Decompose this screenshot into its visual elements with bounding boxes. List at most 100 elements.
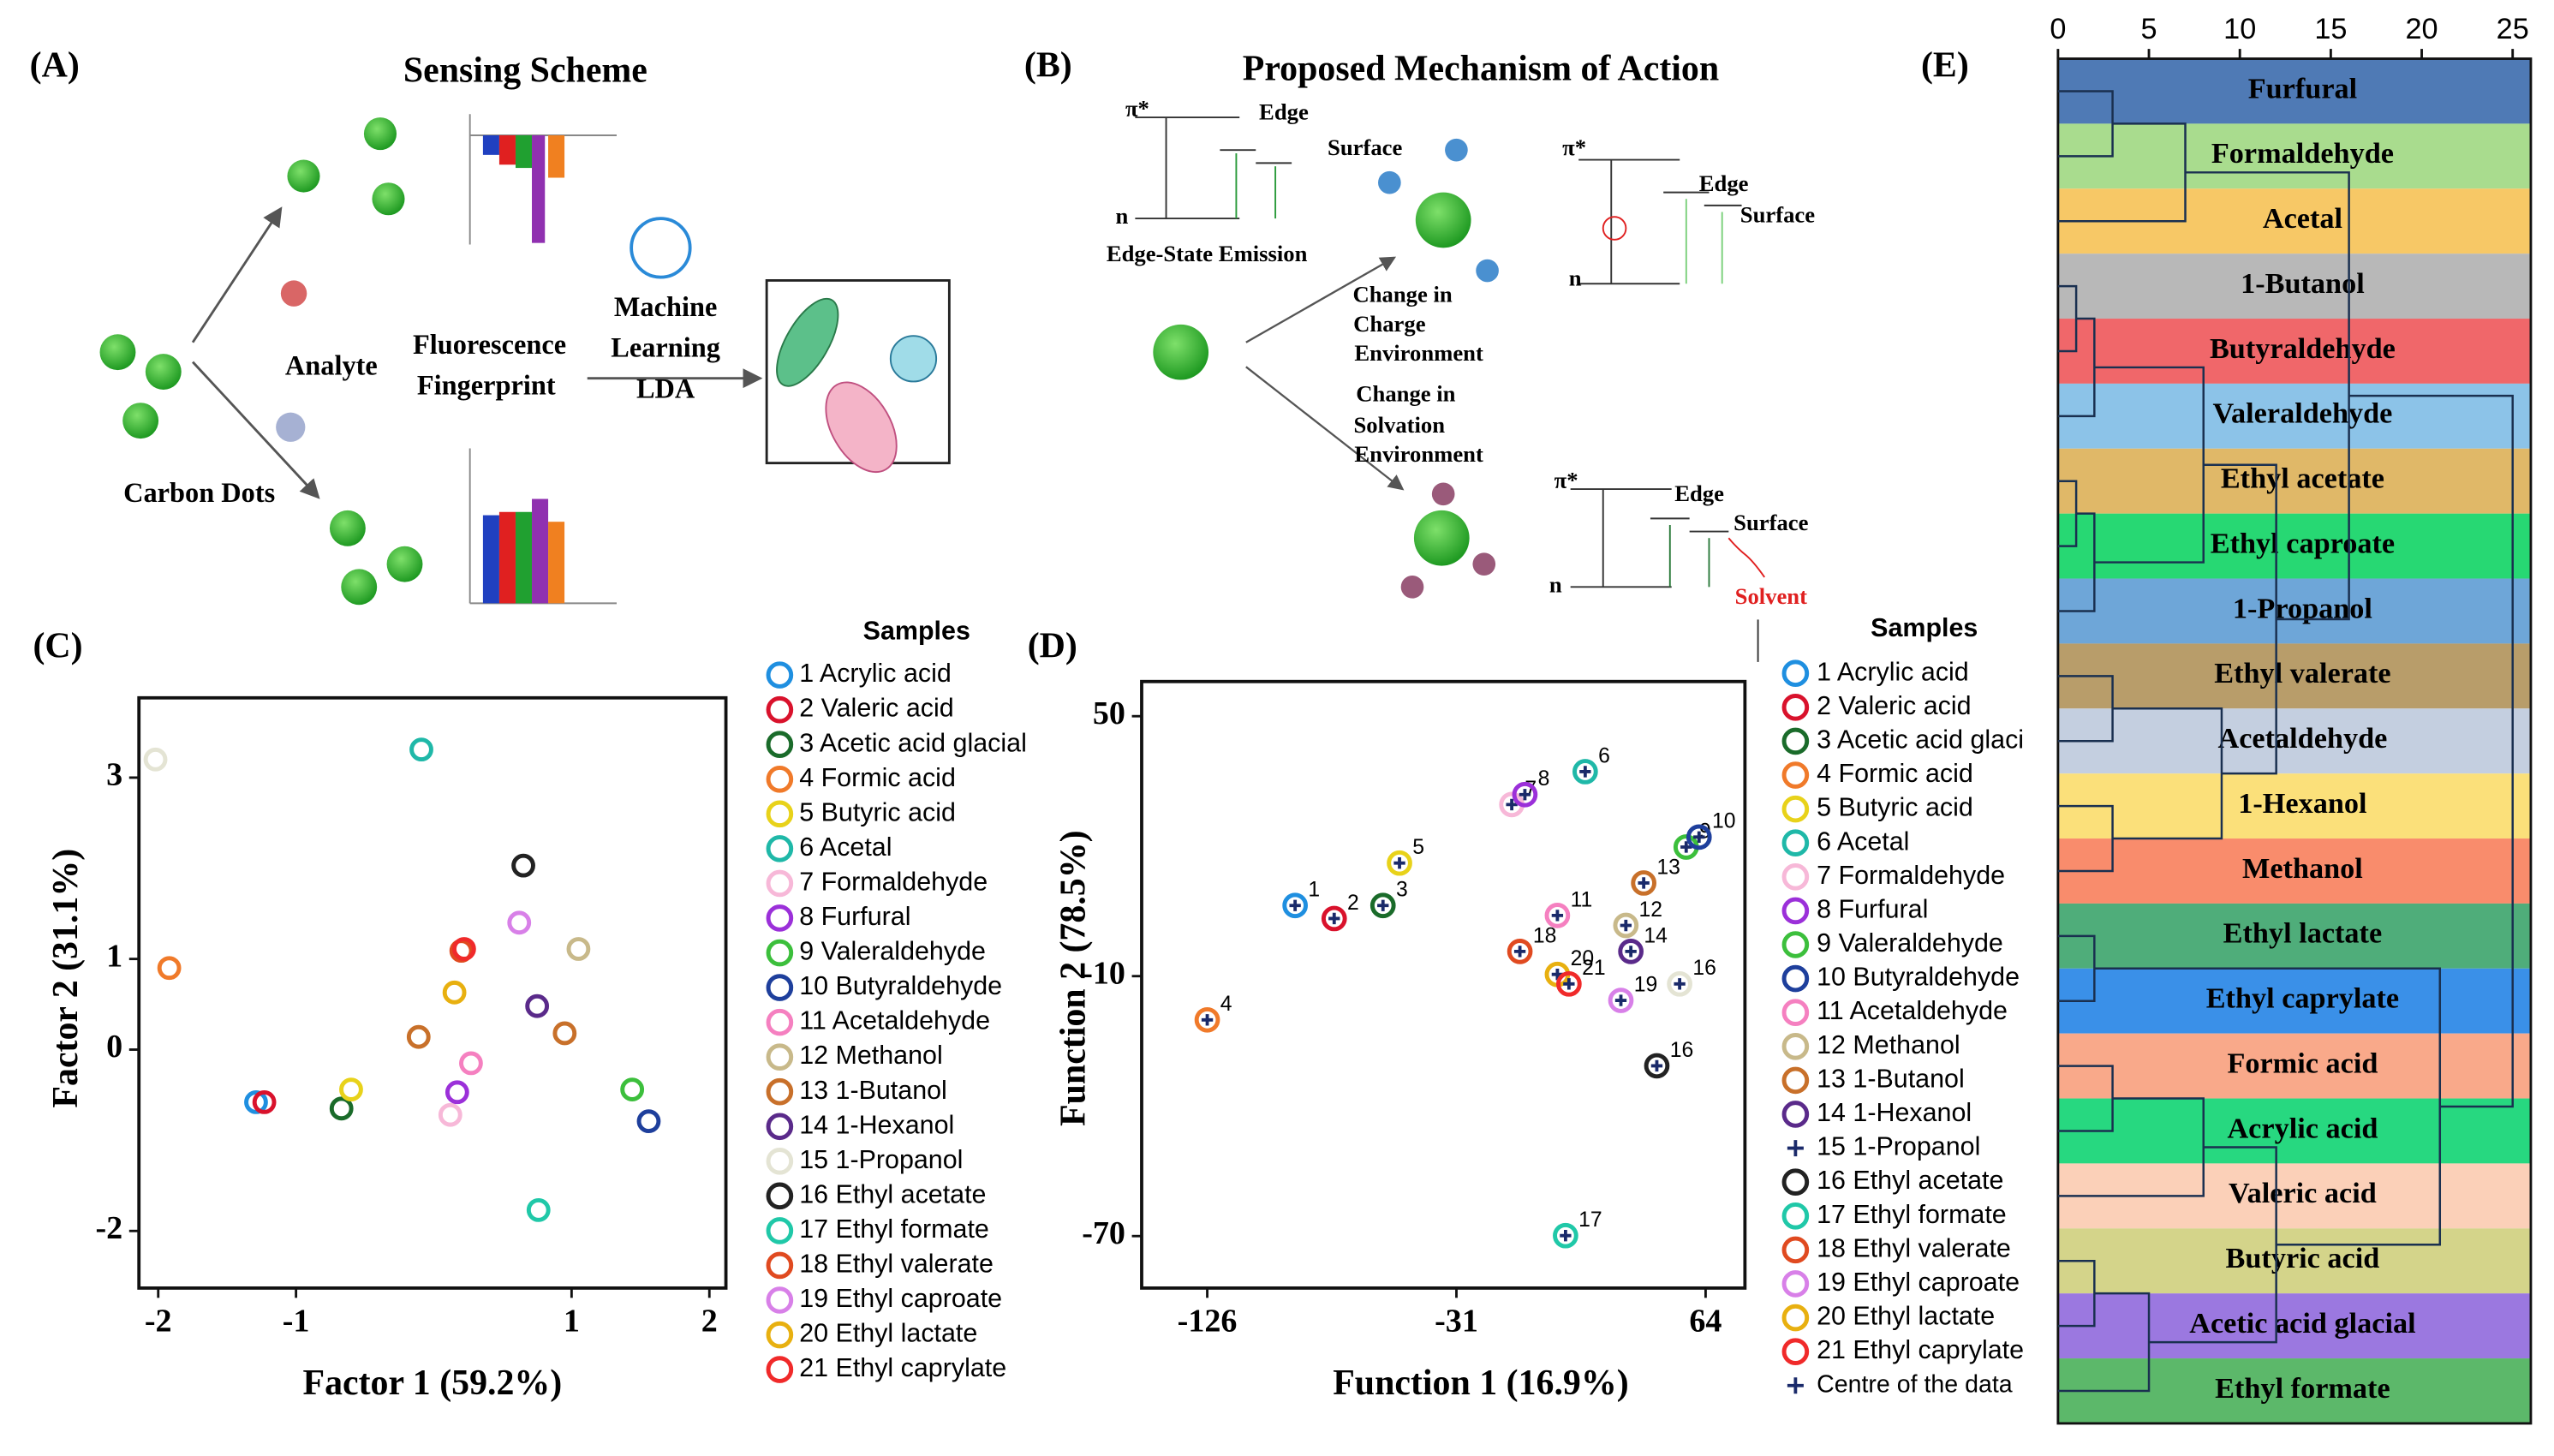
point	[1321, 905, 1347, 932]
legend-label: 12 Methanol	[799, 1041, 943, 1070]
point-ring	[244, 1090, 268, 1114]
point	[442, 980, 467, 1005]
legend-title: Samples	[1871, 613, 1978, 642]
carbon-dot	[122, 403, 159, 439]
legend-marker	[766, 661, 794, 689]
point	[1194, 1006, 1220, 1033]
point-ring	[1512, 781, 1538, 808]
point-ring	[1282, 892, 1308, 919]
centre-marker	[1693, 831, 1705, 844]
legend-label: 20 Ethyl lactate	[1817, 1302, 1995, 1331]
point-ring	[445, 1080, 469, 1105]
x-tick-label: 20	[2405, 13, 2438, 45]
point-label: 21	[1582, 957, 1606, 980]
centre-marker	[1563, 978, 1575, 990]
leaf-label: Ethyl acetate	[2221, 462, 2384, 495]
point-label: 12	[1639, 898, 1663, 922]
point-ring	[1369, 892, 1396, 919]
point-ring	[1608, 988, 1634, 1013]
point	[507, 910, 532, 935]
level-label: n	[1549, 571, 1562, 597]
point-ring	[1618, 939, 1644, 964]
dendrogram-link	[2348, 394, 2514, 1108]
level-label: Surface	[1733, 510, 1808, 535]
y-axis-label: Function 2 (78.5%)	[1053, 830, 1093, 1125]
point	[1644, 1053, 1670, 1079]
charged-dots	[1153, 138, 1499, 599]
point-ring	[1686, 824, 1712, 850]
legend-label: 14 1-Hexanol	[799, 1110, 954, 1139]
point	[1282, 892, 1308, 919]
legend-marker	[766, 800, 794, 828]
point	[1608, 988, 1634, 1013]
centre-marker	[1377, 899, 1389, 911]
point	[1572, 759, 1598, 785]
solvent-label: Solvent	[1735, 583, 1807, 609]
legend-label: 2 Valeric acid	[1817, 691, 1971, 720]
legend-label: 18 Ethyl valerate	[1817, 1233, 2011, 1262]
centre-marker	[1513, 946, 1526, 958]
point-ring	[157, 956, 182, 981]
leaf-label: Valeraldehyde	[2212, 397, 2392, 430]
level-label: Edge	[1699, 170, 1749, 196]
x-axis-label: Function 1 (16.9%)	[1333, 1364, 1628, 1403]
panel-label: (D)	[1028, 626, 1077, 665]
point-ring	[1507, 939, 1533, 964]
legend-label: 8 Furfural	[1817, 894, 1928, 923]
point-label: 6	[1598, 744, 1610, 767]
point-label: 16	[1692, 957, 1716, 980]
point-ring	[252, 1090, 277, 1114]
legend-marker	[1781, 761, 1810, 789]
y-tick-label: 1	[106, 938, 122, 974]
point-label: 19	[1634, 973, 1658, 996]
legend-marker	[766, 1113, 794, 1141]
point	[1507, 939, 1533, 964]
centre-marker	[1674, 978, 1686, 990]
leaf-label: Formaldehyde	[2211, 137, 2394, 170]
panel-label: (C)	[33, 626, 82, 665]
leaf-label: Butyric acid	[2226, 1242, 2380, 1274]
legend-label: 7 Formaldehyde	[799, 867, 988, 896]
legend-marker	[1781, 659, 1810, 688]
centre-marker	[1201, 1014, 1214, 1026]
point	[526, 1197, 551, 1222]
leaf-label: Ethyl formate	[2215, 1372, 2390, 1405]
legend-label: 18 Ethyl valerate	[799, 1250, 994, 1279]
centre-marker	[1787, 1377, 1804, 1394]
leaf-label: Acetaldehyde	[2217, 722, 2387, 755]
legend-marker	[1781, 1101, 1810, 1128]
legend-marker	[766, 765, 794, 793]
panel-title: Sensing Scheme	[403, 51, 647, 90]
point-ring	[451, 937, 476, 961]
solvation-label: Change in	[1356, 381, 1455, 407]
legend-marker	[1781, 829, 1810, 857]
leaf-band	[2057, 708, 2531, 774]
point	[252, 1090, 277, 1114]
centre-marker	[1519, 789, 1531, 801]
dendrogram-link	[2057, 804, 2114, 873]
y-tick-label: 3	[106, 757, 122, 793]
point	[459, 1051, 483, 1076]
legend-label: 19 Ethyl caproate	[799, 1284, 1002, 1313]
fingerprint-label: Fluorescence	[413, 329, 566, 360]
arrow	[1245, 366, 1405, 491]
y-axis-label: Factor 2 (31.1%)	[46, 849, 86, 1108]
centre-marker	[1625, 946, 1637, 958]
point	[1553, 1222, 1578, 1249]
point	[552, 1021, 577, 1046]
leaf-label: 1-Butanol	[2241, 267, 2365, 300]
leaf-label: Ethyl lactate	[2223, 917, 2382, 950]
analyte-label: Analyte	[285, 350, 378, 381]
classifier-label: Learning	[611, 332, 720, 363]
point-ring	[525, 994, 550, 1018]
panel-label: (B)	[1024, 46, 1072, 86]
legend-label: 3 Acetic acid glaci	[1817, 725, 2024, 754]
centre-marker	[1551, 910, 1564, 922]
dot-cluster	[276, 117, 423, 606]
legend-label: 16 Ethyl acetate	[1817, 1166, 2003, 1195]
point-label: 2	[1347, 892, 1359, 915]
leaf-band	[2057, 578, 2531, 644]
legend-marker	[766, 904, 794, 932]
leaf-band	[2057, 968, 2531, 1034]
point	[143, 747, 168, 772]
